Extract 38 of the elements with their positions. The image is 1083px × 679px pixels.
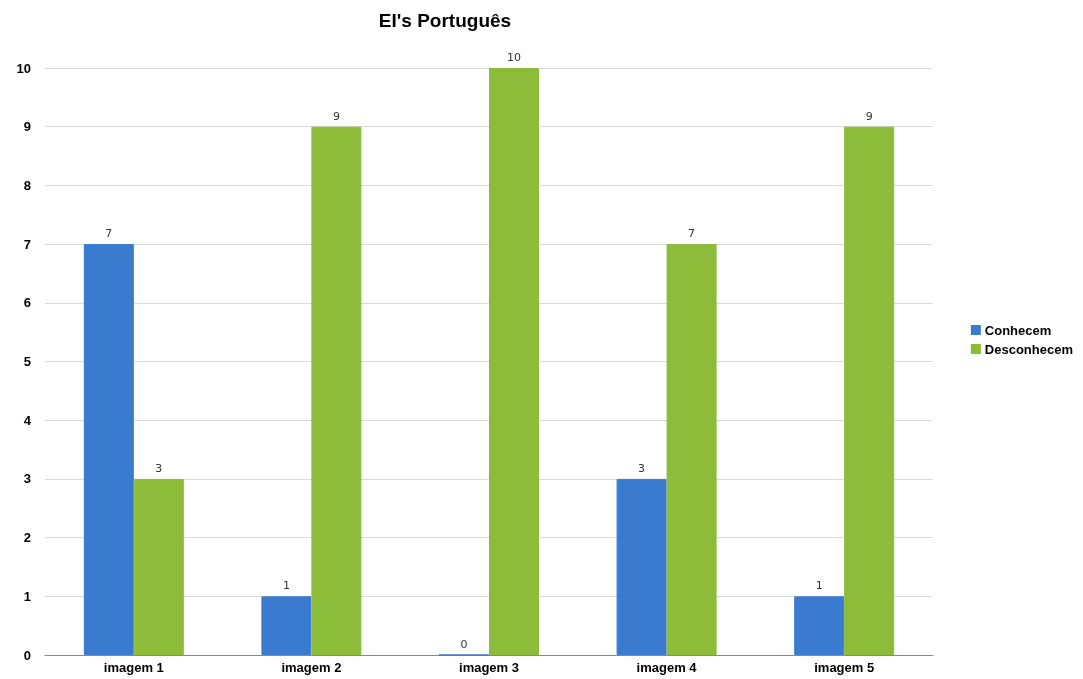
y-tick-label: 7 [23, 236, 31, 252]
data-label: 3 [155, 461, 163, 475]
data-label: 1 [282, 579, 290, 593]
bar [666, 244, 717, 655]
x-tick-label: imagem 1 [103, 660, 164, 675]
y-tick-label: 5 [23, 354, 31, 369]
data-label: 10 [507, 51, 521, 64]
x-tick-label: imagem 3 [459, 660, 519, 675]
x-tick-label: imagem 2 [281, 660, 342, 675]
bar [311, 126, 362, 655]
bar [261, 596, 312, 655]
data-label: 1 [815, 579, 823, 593]
bar [616, 478, 667, 655]
data-label: 7 [105, 227, 113, 241]
y-tick-label: 4 [23, 412, 32, 428]
y-tick-label: 8 [23, 177, 31, 193]
y-tick-label: 3 [23, 471, 31, 487]
y-tick-label: 2 [23, 530, 31, 546]
data-label: 3 [638, 461, 646, 475]
y-tick-label: 6 [23, 295, 31, 311]
bar [489, 68, 539, 655]
x-tick-label: imagem 5 [814, 660, 875, 675]
legend-label: Desconhecem [984, 341, 1074, 357]
y-tick-label: 1 [23, 588, 31, 604]
chart-title: EI's Português [378, 10, 512, 31]
x-tick-label: imagem 4 [636, 660, 698, 675]
data-label: 0 [460, 637, 468, 651]
y-tick-label: 9 [23, 119, 31, 135]
bar [133, 478, 184, 655]
legend-label: Conhecem [984, 322, 1052, 338]
y-tick-label: 0 [23, 647, 31, 663]
data-label: 9 [865, 109, 873, 123]
bar [794, 596, 845, 655]
data-label: 7 [688, 227, 696, 241]
y-tick-label: 10 [16, 60, 31, 76]
data-label: 9 [332, 109, 340, 123]
bar [83, 244, 134, 655]
bar [844, 126, 895, 655]
